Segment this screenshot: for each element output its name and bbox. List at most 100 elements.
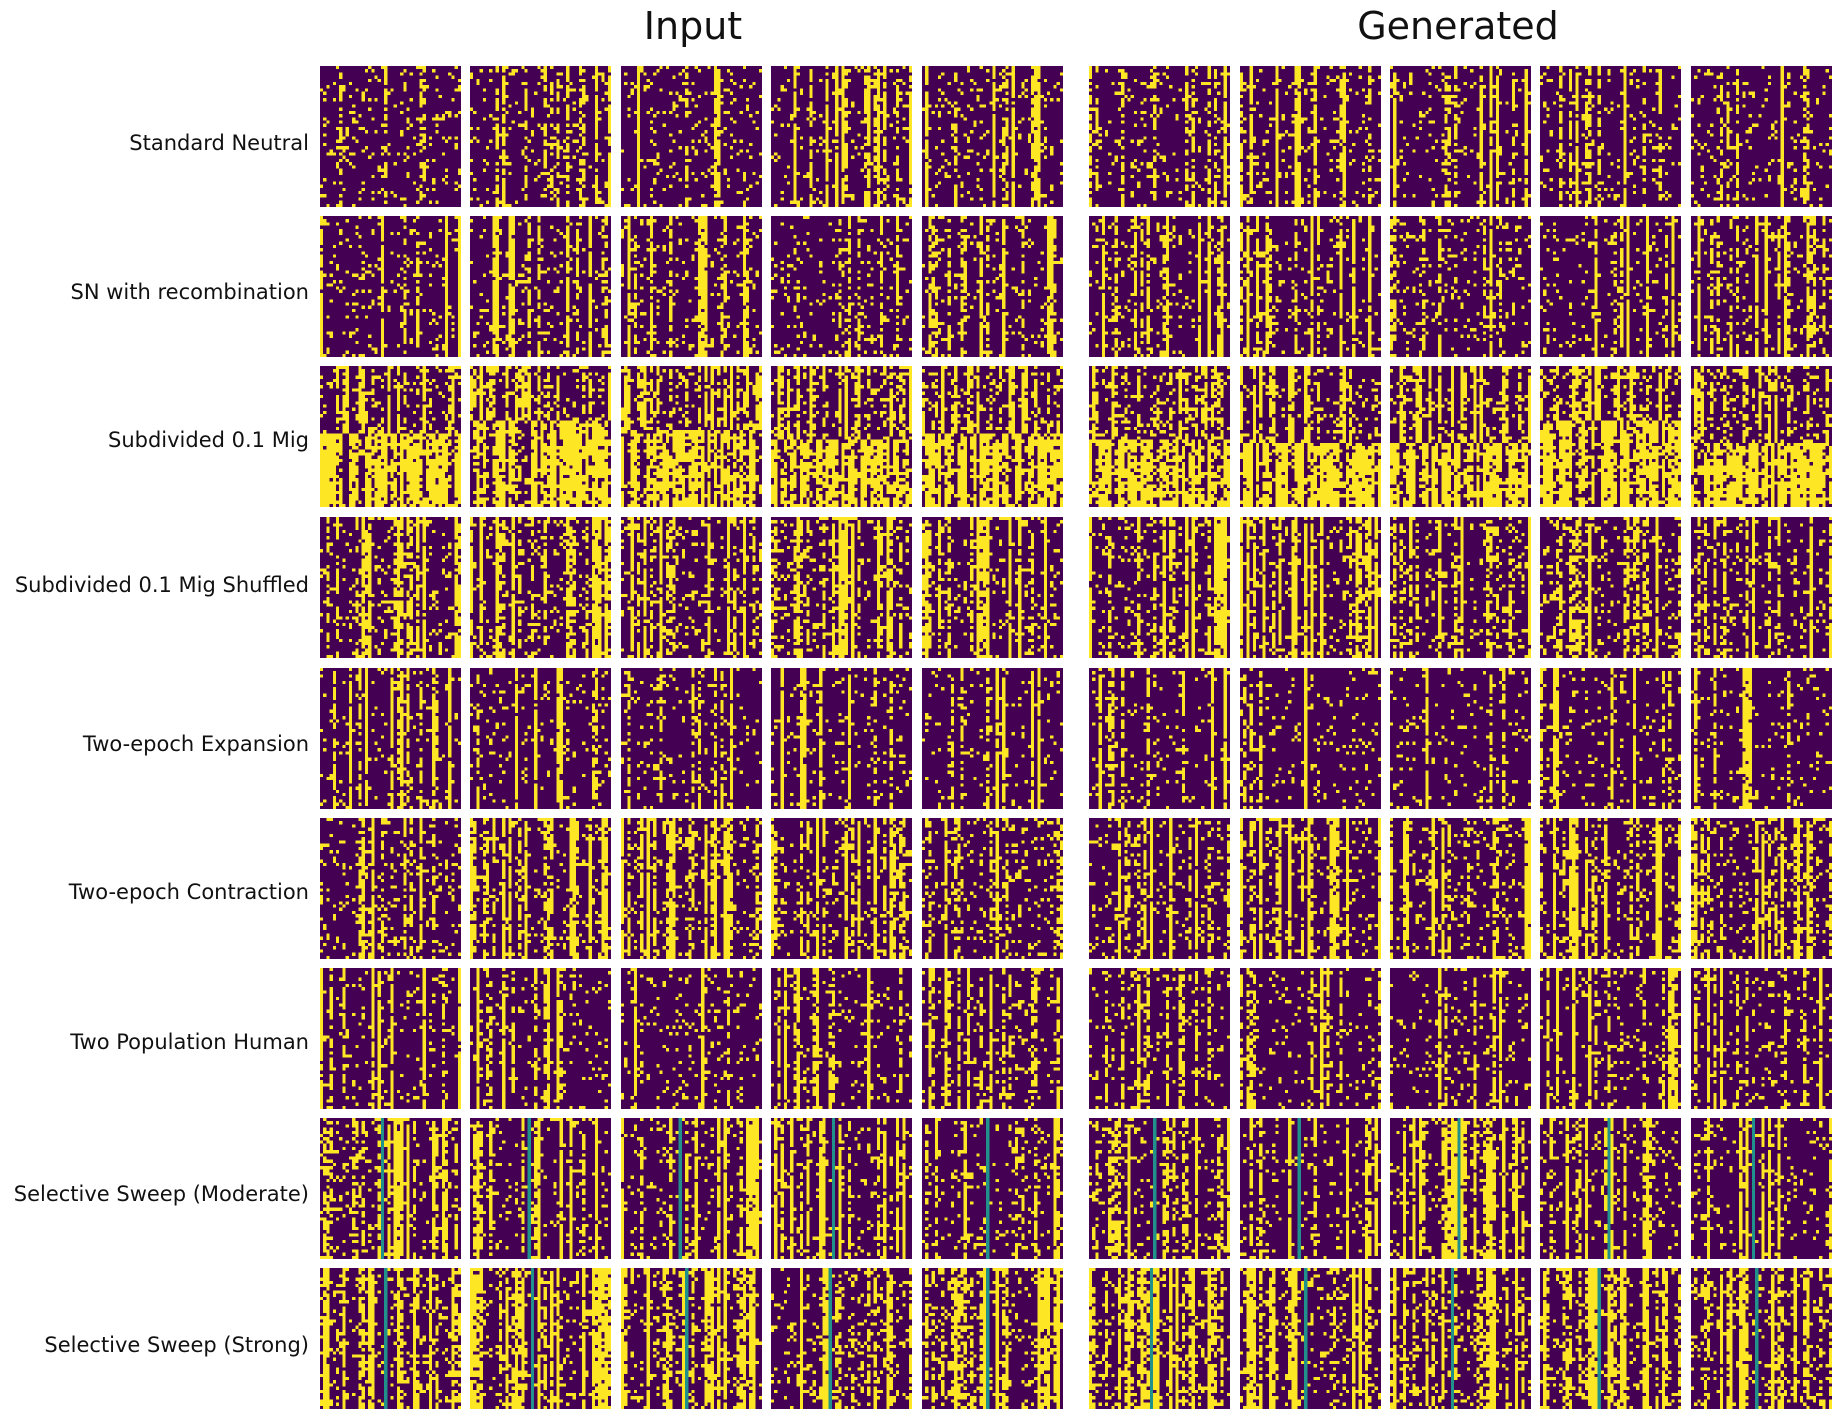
input-panel [922, 1118, 1063, 1259]
input-panel [320, 366, 461, 507]
input-panel [470, 366, 611, 507]
generated-panel [1540, 1268, 1681, 1409]
generated-panel [1691, 517, 1832, 658]
generated-panel [1390, 818, 1531, 959]
generated-panel [1089, 1268, 1230, 1409]
generated-panel [1390, 1268, 1531, 1409]
input-panel [320, 818, 461, 959]
input-panel [771, 366, 912, 507]
input-panel [922, 66, 1063, 207]
generated-panel [1089, 216, 1230, 357]
input-panel [320, 968, 461, 1109]
generated-panel [1540, 818, 1681, 959]
generated-panel [1390, 1118, 1531, 1259]
generated-panel [1089, 1118, 1230, 1259]
generated-panel [1540, 968, 1681, 1109]
generated-panel [1540, 366, 1681, 507]
generated-panel [1240, 1118, 1381, 1259]
input-panel [771, 668, 912, 809]
generated-panel [1540, 216, 1681, 357]
input-panel [621, 968, 762, 1109]
input-panel [621, 818, 762, 959]
row-label: Subdivided 0.1 Mig Shuffled [14, 573, 309, 597]
input-panel [320, 216, 461, 357]
generated-panel [1691, 66, 1832, 207]
input-panel [470, 668, 611, 809]
group-title-input: Input [643, 4, 743, 48]
input-panel [621, 66, 762, 207]
generated-panel [1691, 216, 1832, 357]
generated-panel [1390, 517, 1531, 658]
group-title-generated: Generated [1357, 4, 1559, 48]
generated-panel [1089, 818, 1230, 959]
row-label: Standard Neutral [129, 131, 309, 155]
input-panel [771, 216, 912, 357]
generated-panel [1390, 66, 1531, 207]
input-panel [621, 668, 762, 809]
input-panel [320, 1268, 461, 1409]
generated-panel [1089, 668, 1230, 809]
generated-panel [1691, 968, 1832, 1109]
generated-panel [1691, 366, 1832, 507]
generated-panel [1691, 1268, 1832, 1409]
generated-panel [1240, 66, 1381, 207]
input-panel [320, 517, 461, 658]
generated-panel [1691, 1118, 1832, 1259]
input-panel [470, 1268, 611, 1409]
input-panel [470, 216, 611, 357]
input-panel [771, 66, 912, 207]
input-panel [621, 216, 762, 357]
input-panel [922, 1268, 1063, 1409]
input-panel [771, 1118, 912, 1259]
generated-panel [1089, 968, 1230, 1109]
input-panel [771, 517, 912, 658]
input-panel [771, 818, 912, 959]
input-panel [470, 968, 611, 1109]
generated-panel [1089, 366, 1230, 507]
row-label: Selective Sweep (Strong) [44, 1333, 309, 1357]
row-label: Selective Sweep (Moderate) [13, 1182, 309, 1206]
input-panel [320, 1118, 461, 1259]
generated-panel [1540, 668, 1681, 809]
generated-panel [1390, 216, 1531, 357]
input-panel [320, 66, 461, 207]
generated-panel [1089, 66, 1230, 207]
row-label: Two Population Human [70, 1030, 309, 1054]
generated-panel [1691, 818, 1832, 959]
input-panel [621, 1118, 762, 1259]
input-panel [771, 968, 912, 1109]
generated-panel [1390, 668, 1531, 809]
input-panel [922, 216, 1063, 357]
input-panel [922, 668, 1063, 809]
input-panel [621, 1268, 762, 1409]
input-panel [470, 1118, 611, 1259]
input-panel [470, 66, 611, 207]
generated-panel [1691, 668, 1832, 809]
generated-panel [1240, 668, 1381, 809]
input-panel [922, 366, 1063, 507]
generated-panel [1089, 517, 1230, 658]
row-label: Two-epoch Expansion [82, 732, 309, 756]
input-panel [320, 668, 461, 809]
generated-panel [1240, 818, 1381, 959]
input-panel [922, 968, 1063, 1109]
input-panel [771, 1268, 912, 1409]
generated-panel [1540, 517, 1681, 658]
generated-panel [1540, 1118, 1681, 1259]
row-label: Two-epoch Contraction [68, 880, 309, 904]
input-panel [470, 517, 611, 658]
generated-panel [1240, 517, 1381, 658]
input-panel [922, 517, 1063, 658]
generated-panel [1240, 366, 1381, 507]
row-label: Subdivided 0.1 Mig [107, 428, 309, 452]
generated-panel [1240, 968, 1381, 1109]
input-panel [470, 818, 611, 959]
input-panel [621, 366, 762, 507]
generated-panel [1390, 968, 1531, 1109]
generated-panel [1240, 1268, 1381, 1409]
input-panel [922, 818, 1063, 959]
generated-panel [1540, 66, 1681, 207]
generated-panel [1390, 366, 1531, 507]
input-panel [621, 517, 762, 658]
